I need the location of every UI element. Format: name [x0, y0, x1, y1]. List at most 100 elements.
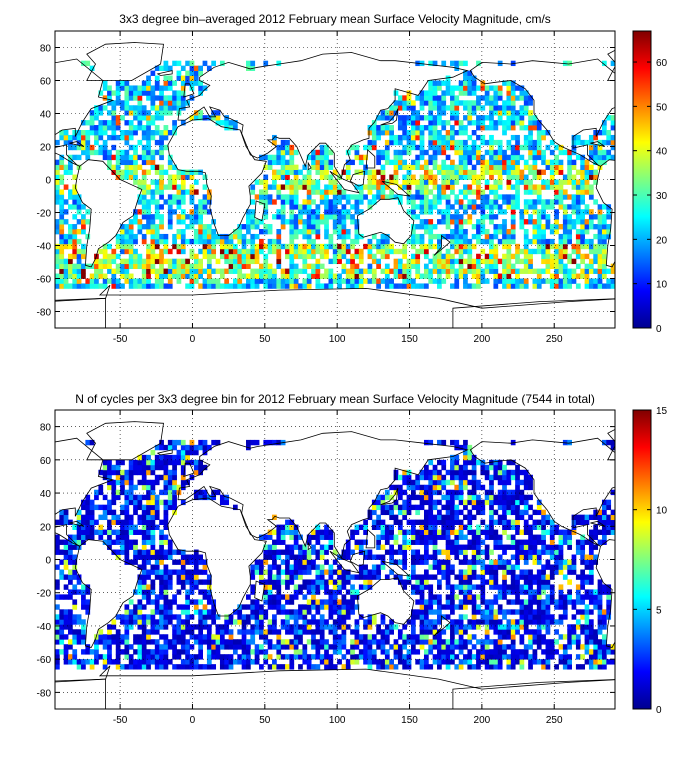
bin-cell [81, 219, 86, 225]
bin-cell [384, 278, 390, 284]
bin-cell [276, 599, 282, 605]
bin-cell [463, 130, 468, 136]
bin-cell [437, 80, 442, 86]
bin-cell [484, 233, 490, 240]
bin-cell [111, 105, 117, 111]
bin-cell [289, 569, 295, 575]
bin-cell [146, 649, 151, 655]
bin-cell [285, 614, 290, 620]
bin-cell [393, 474, 399, 481]
bin-cell [228, 120, 234, 126]
bin-cell [354, 624, 360, 630]
bin-cell [172, 459, 177, 466]
bin-cell [154, 189, 160, 195]
bin-cell [493, 229, 499, 235]
bin-cell [237, 283, 243, 289]
bin-cell [428, 189, 434, 195]
bin-cell [506, 95, 512, 101]
bin-cell [141, 649, 147, 655]
bin-cell [328, 609, 334, 615]
bin-cell [502, 149, 507, 156]
bin-cell [146, 489, 151, 496]
bin-cell [159, 454, 164, 461]
bin-cell [298, 268, 303, 274]
bin-cell [484, 263, 490, 269]
bin-cell [584, 159, 590, 166]
bin-cell [228, 268, 234, 274]
bin-cell [536, 184, 542, 190]
bin-cell [367, 174, 373, 180]
bin-cell [441, 574, 447, 580]
bin-cell [432, 499, 438, 506]
bin-cell [428, 639, 434, 645]
bin-cell [428, 554, 434, 560]
bin-cell [458, 130, 464, 136]
bin-cell [137, 469, 143, 476]
bin-cell [515, 258, 520, 265]
bin-cell [280, 664, 286, 670]
bin-cell [63, 539, 69, 545]
bin-cell [55, 539, 60, 545]
colorbar-tick-label: 50 [656, 102, 668, 113]
bin-cell [298, 179, 303, 185]
bin-cell [371, 634, 377, 640]
bin-cell [68, 258, 73, 265]
bin-cell [285, 268, 290, 274]
bin-cell [185, 238, 190, 245]
bin-cell [111, 268, 117, 274]
bin-cell [428, 130, 434, 136]
bin-cell [128, 219, 134, 225]
bin-cell [367, 278, 373, 284]
bin-cell [72, 639, 78, 645]
bin-cell [324, 199, 329, 205]
bin-cell [154, 268, 160, 274]
bin-cell [89, 524, 95, 530]
bin-cell [263, 609, 269, 615]
bin-cell [528, 139, 533, 146]
bin-cell [150, 524, 156, 530]
bin-cell [588, 184, 594, 190]
bin-cell [601, 139, 607, 146]
bin-cell [254, 654, 260, 660]
bin-cell [515, 164, 520, 170]
bin-cell [254, 644, 260, 650]
bin-cell [506, 115, 512, 121]
bin-cell [458, 90, 464, 96]
bin-cell [89, 499, 95, 506]
bin-cell [68, 614, 73, 620]
bin-cell [410, 534, 416, 540]
bin-cell [146, 85, 151, 91]
bin-cell [601, 229, 607, 235]
bin-cell [133, 105, 138, 111]
bin-cell [59, 154, 65, 161]
bin-cell [315, 233, 321, 240]
bin-cell [315, 579, 321, 585]
bin-cell [423, 90, 429, 96]
bin-cell [72, 134, 78, 141]
bin-cell [137, 125, 143, 131]
bin-cell [141, 659, 147, 665]
bin-cell [397, 474, 403, 481]
bin-cell [476, 278, 481, 284]
bin-cell [150, 624, 156, 630]
bin-cell [575, 248, 581, 255]
bin-cell [189, 599, 195, 605]
bin-cell [89, 439, 95, 446]
bin-cell [345, 659, 351, 665]
bin-cell [580, 164, 586, 170]
bin-cell [180, 90, 186, 96]
bin-cell [98, 105, 104, 111]
bin-cell [384, 115, 390, 121]
bin-cell [406, 144, 412, 151]
bin-cell [541, 154, 546, 161]
bin-cell [532, 174, 538, 180]
bin-cell [458, 120, 464, 126]
bin-cell [180, 194, 186, 200]
bin-cell [358, 524, 364, 530]
bin-cell [324, 229, 329, 235]
bin-cell [567, 214, 572, 220]
bin-cell [463, 100, 468, 106]
bin-cell [128, 514, 134, 521]
bin-cell [588, 144, 594, 151]
bin-cell [354, 238, 360, 245]
